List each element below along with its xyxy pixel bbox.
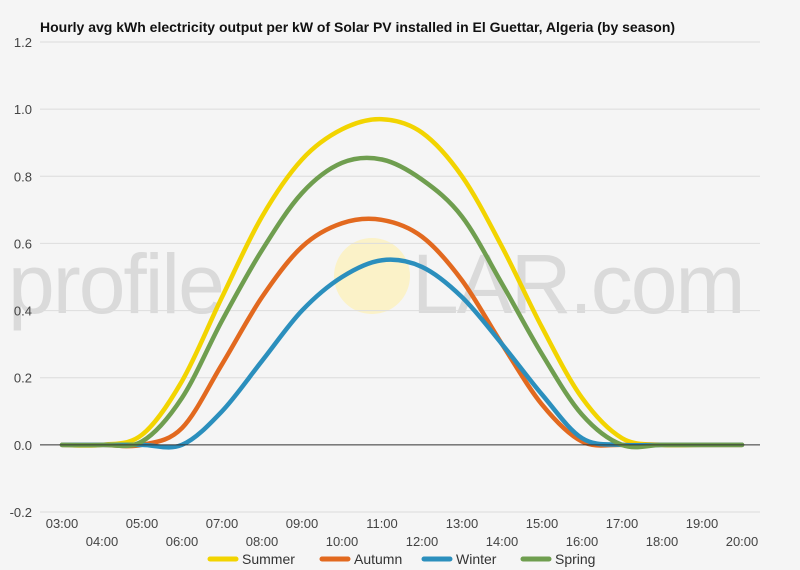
x-tick-label: 03:00 (46, 516, 79, 531)
x-tick-label: 07:00 (206, 516, 239, 531)
x-tick-label: 11:00 (366, 516, 398, 531)
chart-title: Hourly avg kWh electricity output per kW… (40, 19, 676, 35)
x-tick-label: 06:00 (166, 534, 199, 549)
x-tick-label: 14:00 (486, 534, 519, 549)
axis-layer: -0.2 0.0 0.2 0.4 0.6 0.8 1.0 1.2 03:00 04:00 05:00… (10, 35, 760, 549)
x-tick-label: 17:00 (606, 516, 639, 531)
x-tick-label: 04:00 (86, 534, 119, 549)
legend-label-spring: Spring (555, 551, 595, 567)
legend-label-autumn: Autumn (354, 551, 402, 567)
y-tick-label: 1.0 (14, 102, 32, 117)
x-tick-label: 12:00 (406, 534, 439, 549)
x-tick-label: 08:00 (246, 534, 279, 549)
y-tick-label: 0.8 (14, 169, 32, 184)
y-tick-label: 1.2 (14, 35, 32, 50)
x-tick-label: 19:00 (686, 516, 719, 531)
legend-label-summer: Summer (242, 551, 295, 567)
legend: Summer Autumn Winter Spring (207, 551, 595, 567)
x-tick-label: 10:00 (326, 534, 359, 549)
y-tick-label: 0.6 (14, 236, 32, 251)
y-tick-label: 0.0 (14, 438, 32, 453)
x-tick-label: 18:00 (646, 534, 679, 549)
watermark-text-right: LAR.com (412, 237, 743, 331)
watermark-text-left: profile (8, 237, 223, 331)
x-tick-label: 16:00 (566, 534, 599, 549)
watermark: profile LAR.com (8, 237, 745, 331)
x-tick-label: 09:00 (286, 516, 319, 531)
x-tick-label: 05:00 (126, 516, 159, 531)
y-tick-label: 0.4 (14, 304, 32, 319)
legend-label-winter: Winter (456, 551, 497, 567)
grid-layer (40, 41, 760, 513)
y-tick-label: 0.2 (14, 371, 32, 386)
x-tick-label: 20:00 (726, 534, 759, 549)
watermark-sun-icon (334, 238, 410, 314)
y-tick-label: -0.2 (10, 505, 32, 520)
x-tick-label: 15:00 (526, 516, 559, 531)
x-tick-label: 13:00 (446, 516, 479, 531)
series-line-summer (59, 116, 745, 448)
